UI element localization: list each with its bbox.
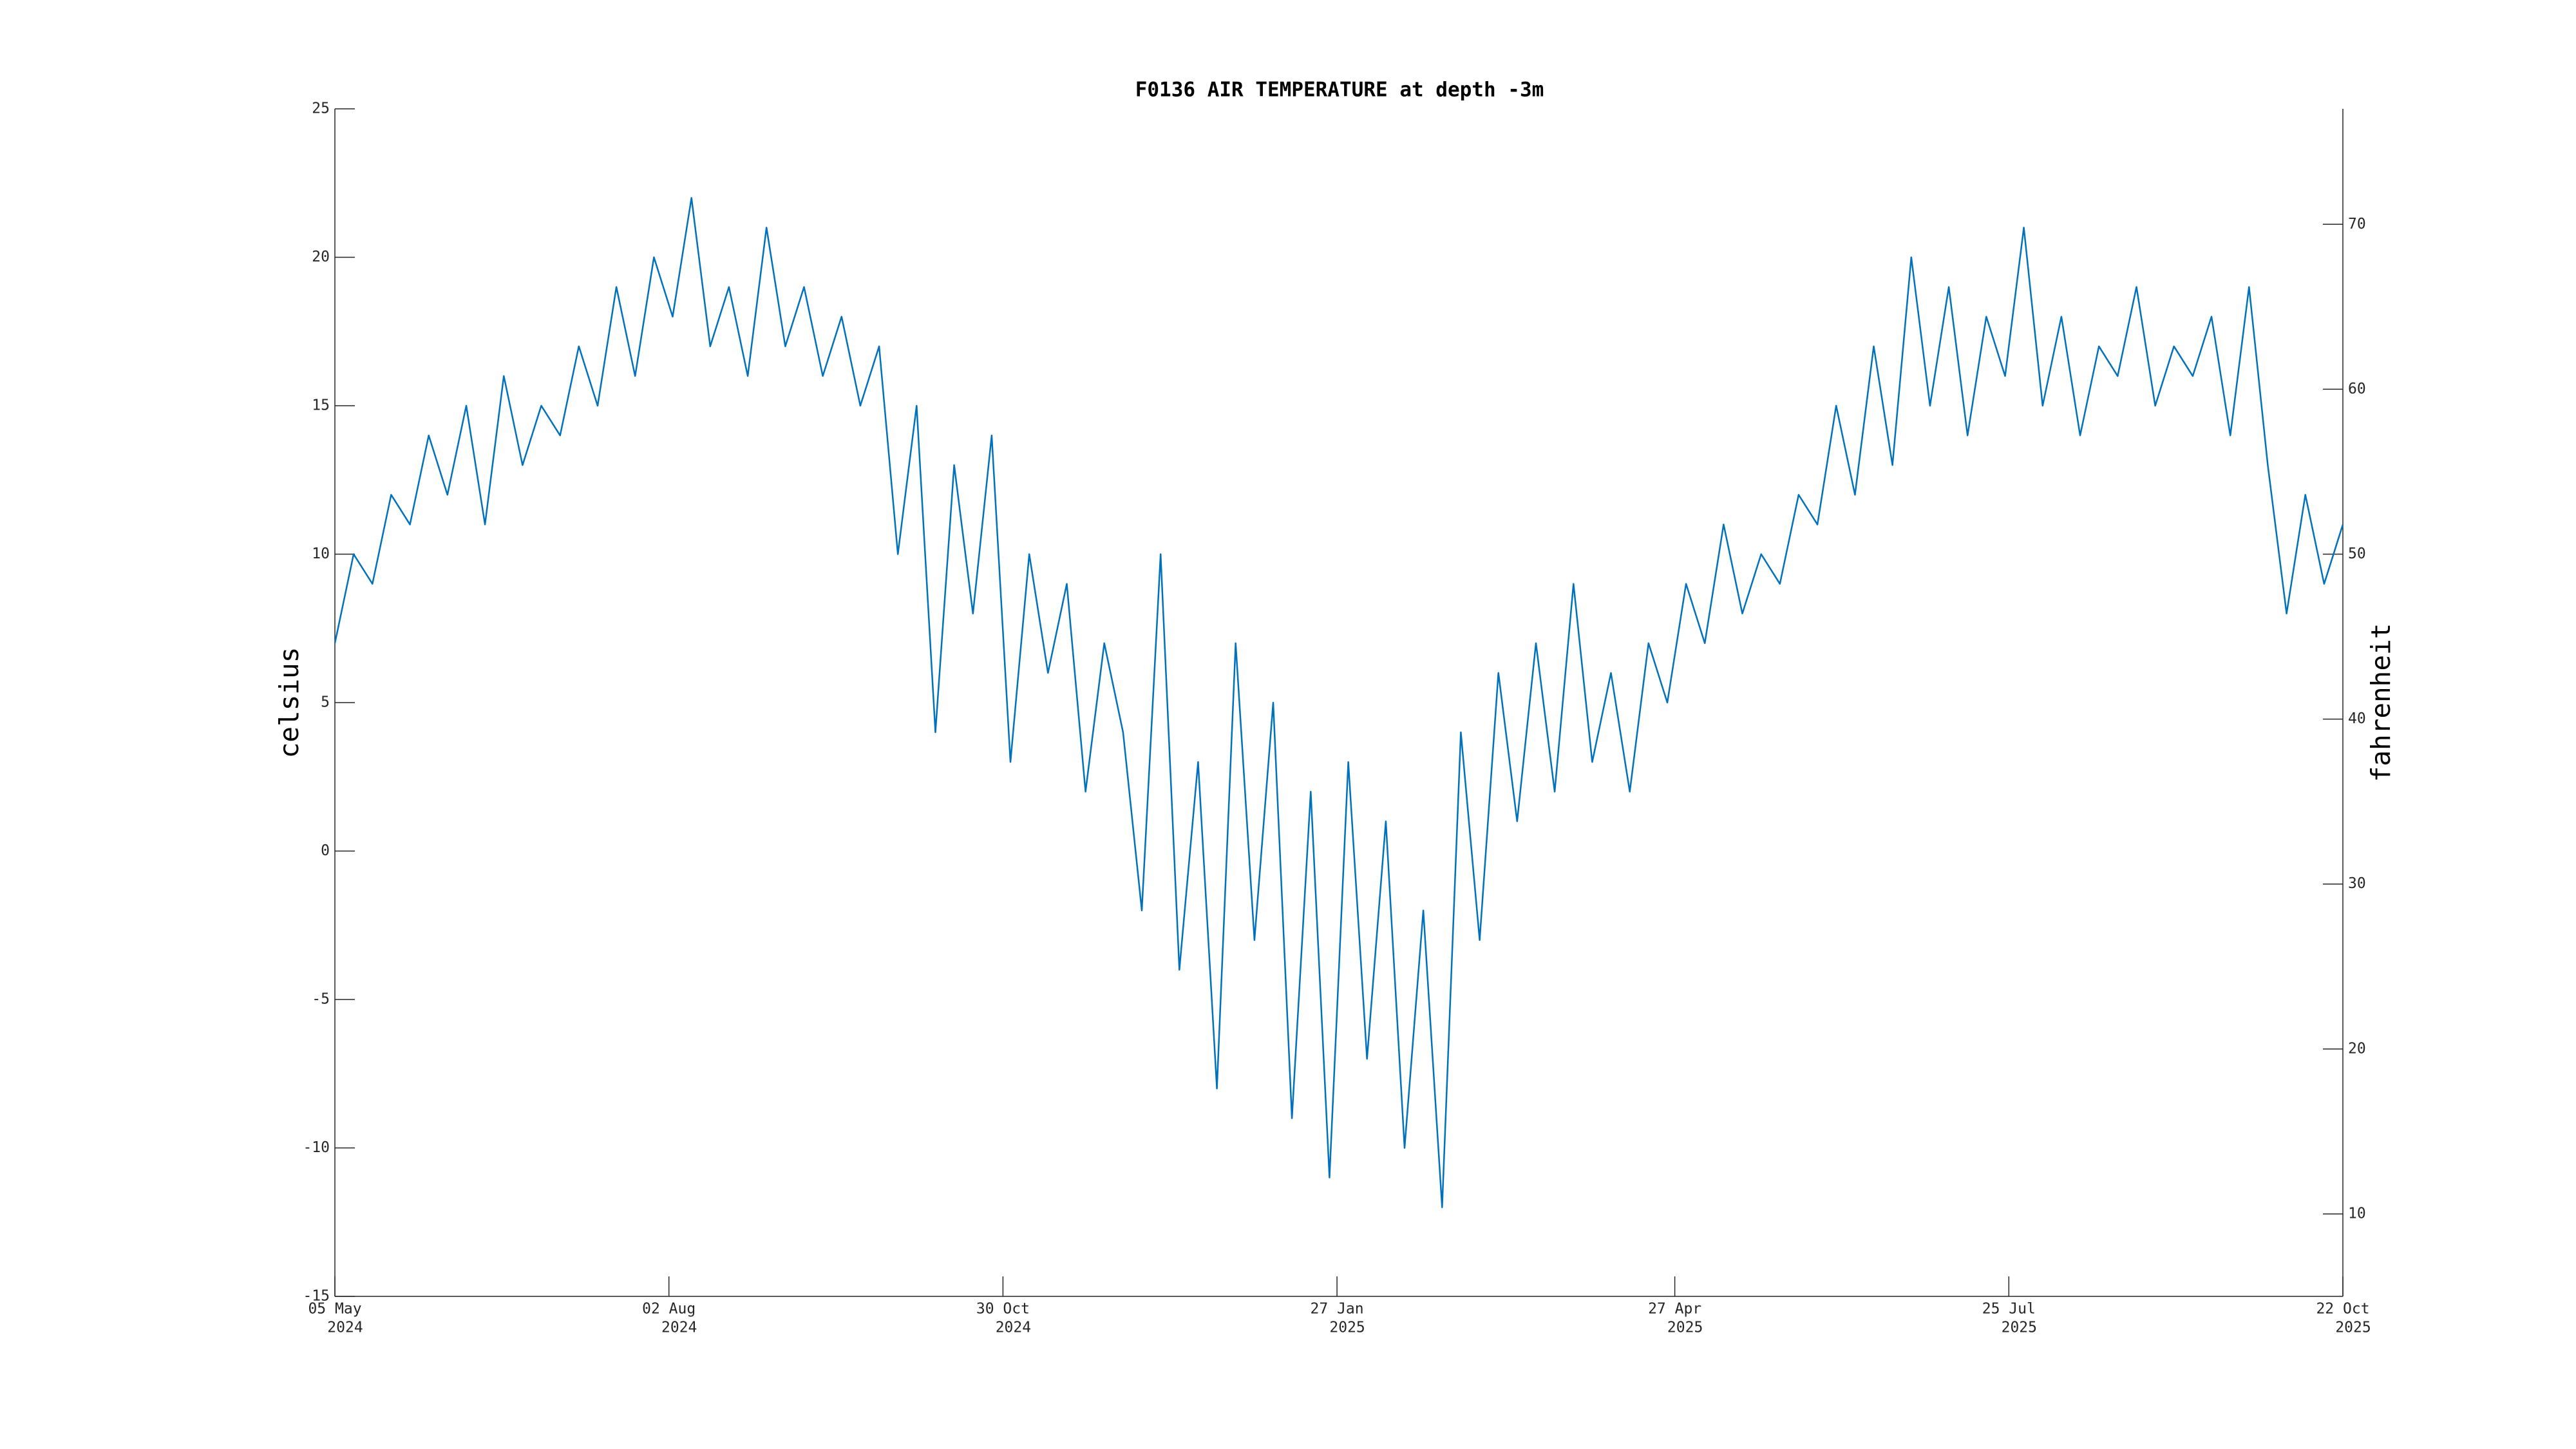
x-tick-label: 2025 — [1667, 1320, 1703, 1336]
x-tick-label: 2024 — [996, 1320, 1031, 1336]
y2-tick-label: 20 — [2348, 1040, 2366, 1057]
x-tick-label: 2024 — [327, 1320, 363, 1336]
x-tick-label: 25 Jul — [1982, 1301, 2036, 1318]
x-tick-label: 27 Apr — [1648, 1301, 1701, 1318]
y2-tick-label: 70 — [2348, 216, 2366, 232]
y-tick-label: 15 — [312, 397, 330, 414]
x-tick-label: 2025 — [2002, 1320, 2037, 1336]
x-tick-label: 27 Jan — [1311, 1301, 1364, 1318]
x-tick-label: 05 May — [308, 1301, 361, 1318]
y-tick-label: 25 — [312, 100, 330, 117]
x-tick-label: 2025 — [1329, 1320, 1365, 1336]
y-axis-label: celsius — [274, 647, 305, 759]
y2-tick-label: 30 — [2348, 875, 2366, 892]
x-tick-label: 2025 — [2335, 1320, 2371, 1336]
x-tick-label: 22 Oct — [2316, 1301, 2369, 1318]
y-tick-label: -15 — [303, 1288, 330, 1305]
y-tick-label: -10 — [303, 1139, 330, 1156]
y2-axis-label: fahrenheit — [2365, 623, 2396, 782]
x-tick-label: 30 Oct — [976, 1301, 1030, 1318]
y-tick-label: 0 — [321, 842, 330, 859]
y-tick-label: 20 — [312, 249, 330, 265]
x-tick-label: 02 Aug — [642, 1301, 696, 1318]
data-line — [334, 197, 2344, 1208]
y2-tick-label: 50 — [2348, 545, 2366, 562]
y2-tick-label: 10 — [2348, 1205, 2366, 1222]
x-tick-label: 2024 — [661, 1320, 697, 1336]
y-tick-label: 5 — [321, 694, 330, 711]
y2-tick-label: 60 — [2348, 381, 2366, 397]
chart-title: F0136 AIR TEMPERATURE at depth -3m — [1135, 79, 1544, 102]
y2-tick-label: 40 — [2348, 710, 2366, 727]
y-tick-label: 10 — [312, 545, 330, 562]
y-tick-label: -5 — [312, 991, 330, 1008]
